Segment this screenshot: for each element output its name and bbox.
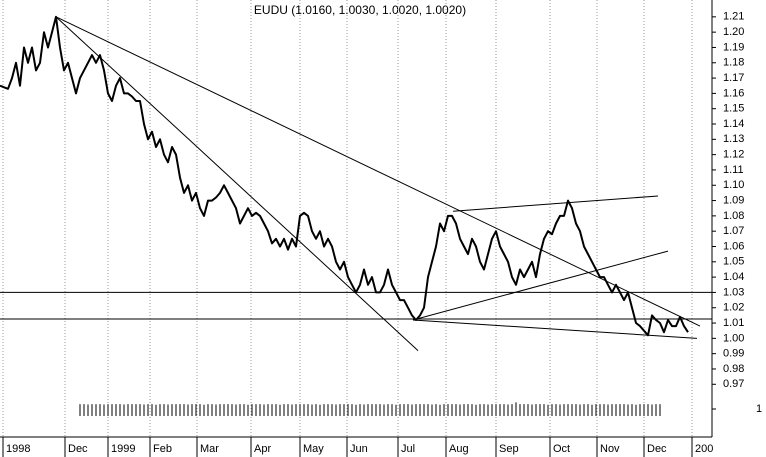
y-tick-label: 1.16 — [723, 87, 744, 99]
y-tick-label: 1.04 — [723, 271, 744, 283]
y-tick-label: 1.07 — [723, 225, 744, 237]
y-tick-label: 1.06 — [723, 240, 744, 252]
y-tick-label: 0.98 — [723, 363, 744, 375]
y-tick-label: 1.17 — [723, 72, 744, 84]
y-tick-label: 1.11 — [723, 164, 744, 176]
y-tick-label: 1.09 — [723, 194, 744, 206]
x-tick-label: Jul — [401, 443, 415, 455]
y-tick-label: 1.21 — [723, 11, 744, 23]
y-tick-label: 1.05 — [723, 256, 744, 268]
price-line — [0, 15, 689, 337]
y-tick-label: 1.15 — [723, 103, 744, 115]
trendline — [412, 319, 698, 339]
y-tick-label: 1.08 — [723, 210, 744, 222]
y-tick-label: 1.10 — [723, 179, 744, 191]
trendline — [412, 250, 669, 321]
x-tick-label: Jun — [350, 443, 368, 455]
y-tick-label: 0.97 — [723, 378, 744, 390]
x-tick-label: May — [303, 443, 324, 455]
x-tick-label: Apr — [254, 443, 271, 455]
x-tick-label: Mar — [200, 443, 219, 455]
y-tick-label: 1.18 — [723, 57, 744, 69]
y-tick-label: 1.03 — [723, 286, 744, 298]
x-tick-label: 200 — [695, 443, 713, 455]
y-tick-label: 0.99 — [723, 348, 744, 360]
y-tick-label: 1.20 — [723, 26, 744, 38]
y-tick-label: 1.19 — [723, 41, 744, 53]
x-tick-label: Aug — [449, 443, 469, 455]
x-tick-label: 1999 — [111, 443, 135, 455]
y-tick-label: 1.14 — [723, 118, 744, 130]
trendline — [55, 16, 419, 351]
x-tick-label: Sep — [499, 443, 519, 455]
x-tick-label: Dec — [647, 443, 667, 455]
trendline — [452, 195, 659, 212]
x-tick-label: Oct — [553, 443, 570, 455]
x-tick-label: Feb — [153, 443, 172, 455]
y-tick-label: 1.00 — [723, 332, 744, 344]
x-tick-label: Dec — [68, 443, 88, 455]
y-tick-label: 1.12 — [723, 149, 744, 161]
y-tick-label: 1.13 — [723, 133, 744, 145]
x-tick-label: 1998 — [6, 443, 30, 455]
y-tick-label: 1.01 — [723, 317, 744, 329]
y-tick-label: 1.02 — [723, 302, 744, 314]
chart-title: EUDU (1.0160, 1.0030, 1.0020, 1.0020) — [254, 3, 466, 17]
x-tick-label: Nov — [600, 443, 620, 455]
trendline — [55, 16, 701, 327]
volume-y-tick-label: 1 — [756, 403, 762, 415]
